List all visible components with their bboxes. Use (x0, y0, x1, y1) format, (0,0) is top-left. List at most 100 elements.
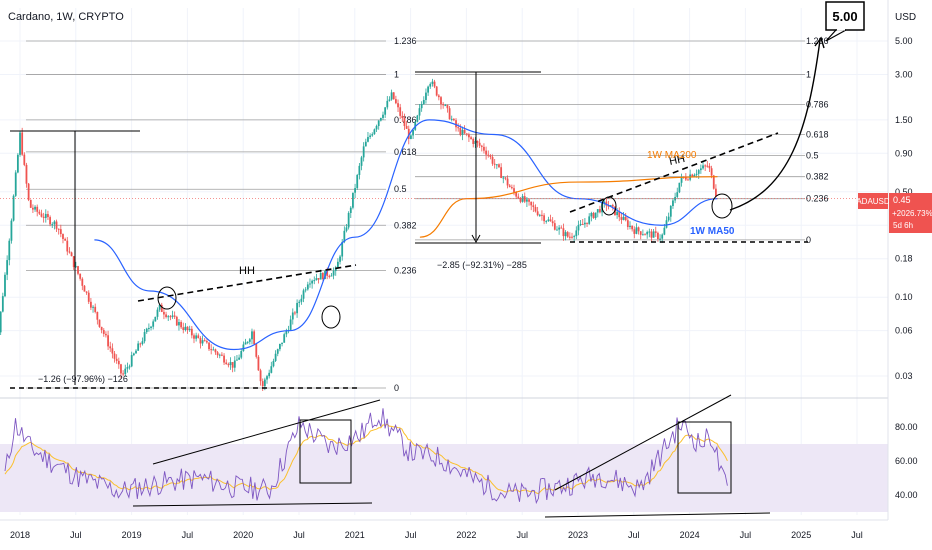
candle-body[interactable] (150, 326, 152, 328)
candle-body[interactable] (508, 185, 511, 188)
candle-body[interactable] (547, 219, 550, 221)
candle-body[interactable] (461, 129, 464, 135)
candle-body[interactable] (10, 220, 13, 241)
candle-body[interactable] (274, 353, 277, 361)
candle-body[interactable] (94, 306, 97, 312)
candle-body[interactable] (4, 274, 6, 297)
candle-body[interactable] (577, 224, 580, 231)
candle-body[interactable] (98, 319, 101, 327)
candle-body[interactable] (452, 118, 455, 121)
candle-body[interactable] (317, 278, 320, 280)
candle-body[interactable] (680, 176, 683, 183)
candle-body[interactable] (558, 227, 561, 230)
candle-body[interactable] (676, 192, 679, 197)
candle-body[interactable] (478, 142, 481, 146)
candle-body[interactable] (105, 333, 107, 336)
candle-body[interactable] (457, 127, 460, 129)
candle-body[interactable] (687, 179, 689, 181)
candle-body[interactable] (495, 164, 498, 166)
candle-body[interactable] (433, 81, 436, 87)
candle-body[interactable] (669, 205, 672, 217)
candle-body[interactable] (526, 199, 528, 202)
candle-body[interactable] (154, 316, 157, 322)
candle-body[interactable] (373, 129, 376, 135)
candle-body[interactable] (349, 207, 352, 213)
candle-body[interactable] (77, 266, 79, 274)
candle-body[interactable] (657, 232, 659, 240)
candle-body[interactable] (253, 331, 256, 345)
candle-body[interactable] (197, 335, 200, 339)
candle-body[interactable] (706, 165, 709, 167)
candle-body[interactable] (459, 127, 462, 135)
candle-body[interactable] (212, 349, 215, 351)
candle-body[interactable] (399, 107, 402, 116)
candle-body[interactable] (128, 366, 131, 368)
candle-body[interactable] (214, 349, 217, 353)
candle-body[interactable] (710, 168, 713, 176)
candle-body[interactable] (279, 343, 281, 350)
candle-body[interactable] (137, 343, 140, 351)
candle-body[interactable] (47, 213, 49, 218)
candle-body[interactable] (309, 283, 311, 285)
candle-body[interactable] (66, 240, 69, 252)
candle-body[interactable] (510, 187, 513, 189)
candle-body[interactable] (120, 364, 122, 374)
candle-body[interactable] (502, 177, 505, 179)
candle-body[interactable] (622, 216, 625, 220)
candle-body[interactable] (483, 146, 485, 151)
candle-body[interactable] (53, 221, 56, 225)
candle-body[interactable] (51, 224, 54, 226)
candle-body[interactable] (336, 261, 339, 268)
candle-body[interactable] (691, 174, 694, 177)
candle-body[interactable] (79, 273, 82, 279)
candle-body[interactable] (549, 219, 552, 222)
candle-body[interactable] (605, 201, 608, 206)
candle-body[interactable] (203, 340, 206, 342)
candle-body[interactable] (339, 256, 341, 262)
candle-body[interactable] (472, 138, 475, 144)
candle-body[interactable] (270, 366, 273, 373)
candle-body[interactable] (641, 234, 644, 236)
candle-body[interactable] (81, 278, 84, 286)
candle-body[interactable] (122, 373, 125, 375)
candle-body[interactable] (27, 183, 30, 200)
candle-body[interactable] (111, 348, 114, 354)
candle-body[interactable] (562, 228, 565, 237)
candle-body[interactable] (55, 221, 58, 229)
candle-body[interactable] (397, 103, 399, 108)
candle-body[interactable] (450, 118, 453, 120)
candle-body[interactable] (384, 107, 387, 115)
candle-body[interactable] (530, 201, 533, 206)
candle-body[interactable] (306, 284, 309, 290)
candle-body[interactable] (59, 229, 62, 235)
candle-body[interactable] (693, 174, 696, 177)
candle-body[interactable] (541, 214, 543, 216)
candle-body[interactable] (532, 205, 535, 208)
candle-body[interactable] (259, 370, 262, 382)
candle-body[interactable] (626, 220, 629, 227)
candle-body[interactable] (326, 270, 329, 276)
candle-body[interactable] (708, 165, 711, 169)
candle-body[interactable] (476, 141, 479, 143)
candle-body[interactable] (283, 334, 286, 343)
candle-body[interactable] (358, 165, 361, 175)
candle-body[interactable] (180, 322, 183, 328)
candle-body[interactable] (403, 118, 406, 127)
candle-body[interactable] (493, 163, 496, 165)
candle-body[interactable] (590, 212, 593, 217)
candle-body[interactable] (6, 260, 9, 275)
candle-body[interactable] (83, 285, 86, 292)
candle-body[interactable] (158, 304, 161, 310)
candle-body[interactable] (588, 216, 591, 224)
candle-body[interactable] (377, 120, 380, 127)
candle-body[interactable] (74, 266, 77, 268)
candle-body[interactable] (620, 217, 623, 220)
candle-body[interactable] (528, 199, 530, 202)
candle-body[interactable] (581, 223, 584, 225)
candle-body[interactable] (672, 200, 674, 206)
candle-body[interactable] (302, 290, 305, 299)
candle-body[interactable] (388, 99, 391, 101)
candle-body[interactable] (392, 92, 395, 100)
candle-body[interactable] (272, 360, 275, 367)
